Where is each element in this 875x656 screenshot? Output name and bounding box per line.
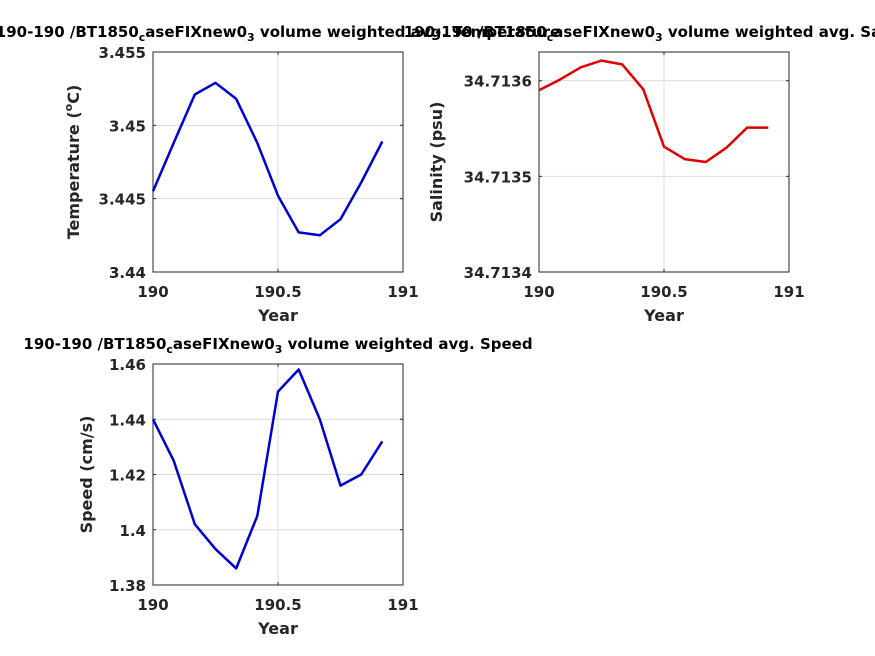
- chart-title-text: aseFIXnew0: [145, 23, 247, 41]
- series-line: [151, 368, 384, 570]
- chart-title-subscript: 3: [275, 343, 283, 356]
- axes-box: [152, 51, 404, 273]
- chart-title-text: 190-190 /BT1850: [0, 23, 139, 41]
- y-tick-label: 3.455: [99, 44, 146, 62]
- y-axis-label-text: Temperature (: [64, 111, 83, 239]
- chart-title: 190-190 /BT1850caseFIXnew03 volume weigh…: [0, 23, 560, 44]
- x-tick-label: 190.5: [254, 596, 301, 614]
- series-line: [538, 59, 769, 164]
- axes-box: [538, 51, 790, 273]
- chart-title-subscript: c: [547, 31, 554, 44]
- y-axis-label: Speed (cm/s): [77, 416, 96, 534]
- x-tick-label: 190.5: [254, 283, 301, 301]
- x-tick-label: 190.5: [640, 283, 687, 301]
- y-tick-label: 34.7134: [464, 264, 532, 282]
- chart-title-text: volume weighted avg. Temperature: [255, 23, 561, 41]
- x-axis-label: Year: [257, 306, 298, 325]
- x-tick-label: 191: [387, 283, 418, 301]
- chart-title-subscript: c: [139, 31, 146, 44]
- y-tick-label: 1.44: [109, 411, 146, 429]
- y-tick-label: 3.45: [109, 117, 146, 135]
- y-axis-label: Temperature (oC): [62, 85, 83, 240]
- x-axis-label: Year: [257, 619, 298, 638]
- y-axis-label-text: C): [64, 85, 83, 104]
- chart-title-text: 190-190 /BT1850: [23, 335, 166, 353]
- y-tick-label: 1.46: [109, 356, 146, 374]
- x-axis-label: Year: [643, 306, 684, 325]
- x-tick-label: 191: [387, 596, 418, 614]
- y-tick-label: 1.38: [109, 577, 146, 595]
- x-tick-label: 190: [137, 283, 168, 301]
- series-line: [151, 81, 384, 237]
- chart-3: 190 190.5 191 1.38 1.4 1.42 1.44 1.46 Year Speed …: [23, 335, 532, 638]
- chart-title-text: aseFIXnew0: [173, 335, 275, 353]
- y-tick-label: 1.4: [119, 522, 146, 540]
- chart-title-subscript: 3: [655, 31, 663, 44]
- chart-title-text: 190-190 /BT1850: [404, 23, 547, 41]
- axes-box: [152, 363, 404, 586]
- x-tick-label: 190: [137, 596, 168, 614]
- chart-title-subscript: 3: [247, 31, 255, 44]
- chart-title-text: volume weighted avg. Salinity: [663, 23, 875, 41]
- chart-title: 190-190 /BT1850caseFIXnew03 volume weigh…: [23, 335, 532, 356]
- y-tick-label: 3.445: [99, 191, 146, 209]
- chart-1: 190 190.5 191 3.44 3.445 3.45 3.455 Year Tempera…: [0, 23, 560, 325]
- y-tick-label: 34.7136: [464, 73, 532, 91]
- chart-title-subscript: c: [166, 343, 173, 356]
- y-axis-label-degree: o: [62, 103, 75, 111]
- y-tick-label: 1.42: [109, 467, 146, 485]
- y-tick-label: 34.7135: [464, 168, 532, 186]
- y-axis-label: Salinity (psu): [427, 102, 446, 223]
- x-tick-label: 191: [773, 283, 804, 301]
- y-tick-label: 3.44: [109, 264, 146, 282]
- x-tick-label: 190: [523, 283, 554, 301]
- chart-title-text: volume weighted avg. Speed: [282, 335, 532, 353]
- chart-title: 190-190 /BT1850caseFIXnew03 volume weigh…: [404, 23, 875, 44]
- chart-title-text: aseFIXnew0: [553, 23, 655, 41]
- chart-2: 190 190.5 191 34.7134 34.7135 34.7136 Year Sali…: [404, 23, 875, 325]
